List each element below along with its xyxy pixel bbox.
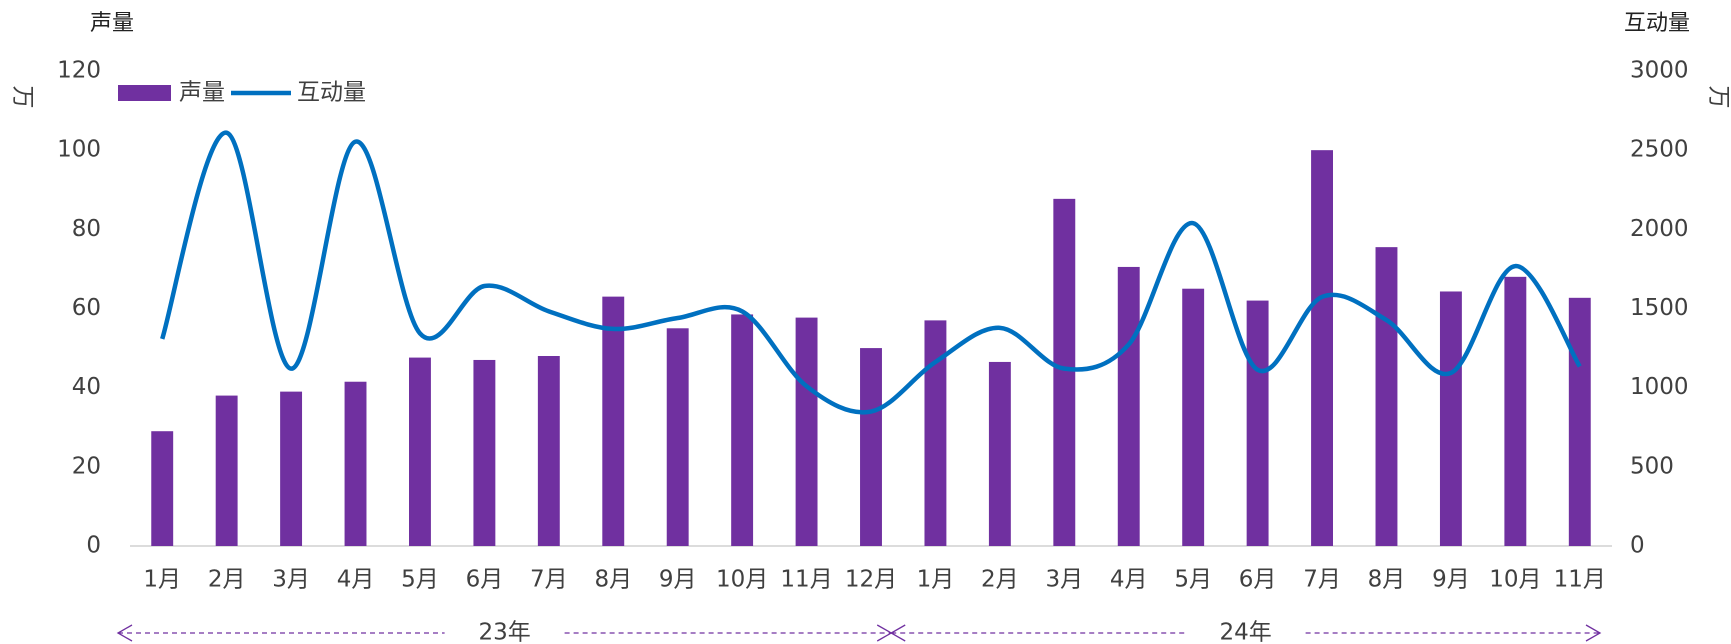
y-unit: 万 bbox=[10, 86, 36, 109]
y2-tick-label: 0 bbox=[1630, 533, 1645, 559]
bar bbox=[1117, 266, 1140, 546]
line bbox=[160, 130, 1582, 415]
x-tick-label: 11月 bbox=[1554, 567, 1606, 593]
arrow-head bbox=[116, 624, 133, 642]
x-tick-label: 1月 bbox=[917, 567, 955, 593]
bar bbox=[344, 381, 367, 546]
x-tick-label: 5月 bbox=[1174, 567, 1212, 593]
x-tick-label: 7月 bbox=[530, 567, 568, 593]
arrow-head bbox=[1585, 624, 1602, 642]
bar bbox=[1375, 247, 1398, 547]
x-tick-label: 10月 bbox=[1489, 567, 1541, 593]
x-tick-label: 3月 bbox=[272, 567, 310, 593]
y-tick-label: 20 bbox=[72, 453, 101, 479]
x-tick-label: 10月 bbox=[716, 567, 768, 593]
legend-label: 声量 bbox=[179, 80, 225, 106]
bar bbox=[860, 348, 882, 546]
bar bbox=[731, 314, 754, 546]
group-label: 24年 bbox=[1219, 620, 1271, 644]
x-tick-label: 5月 bbox=[401, 567, 439, 593]
y2-tick-label: 2000 bbox=[1630, 216, 1689, 242]
x-tick-label: 11月 bbox=[780, 567, 832, 593]
bar bbox=[1053, 198, 1076, 546]
bar bbox=[1311, 150, 1333, 546]
bar bbox=[215, 395, 238, 546]
bar bbox=[409, 357, 431, 546]
bar bbox=[795, 317, 818, 546]
bar bbox=[988, 361, 1011, 546]
bar bbox=[924, 320, 947, 546]
arrow-head bbox=[889, 624, 906, 642]
y2-tick-label: 2500 bbox=[1630, 137, 1689, 163]
bar bbox=[1568, 297, 1591, 546]
y2-tick-label: 500 bbox=[1630, 453, 1674, 479]
x-tick-label: 8月 bbox=[594, 567, 632, 593]
y2-unit: 万 bbox=[1706, 86, 1731, 109]
x-tick-label: 4月 bbox=[337, 567, 375, 593]
y2-tick-label: 3000 bbox=[1630, 58, 1689, 84]
y2-tick-label: 1500 bbox=[1630, 295, 1689, 321]
x-tick-label: 3月 bbox=[1045, 567, 1083, 593]
y-tick-label: 80 bbox=[72, 216, 101, 242]
x-tick-label: 2月 bbox=[981, 567, 1019, 593]
group-label: 23年 bbox=[478, 620, 530, 644]
y-tick-label: 100 bbox=[57, 137, 101, 163]
bar bbox=[280, 391, 303, 546]
bar bbox=[666, 328, 689, 546]
x-tick-label: 2月 bbox=[208, 567, 246, 593]
y-axis-title: 声量 bbox=[90, 11, 134, 36]
x-tick-label: 9月 bbox=[1432, 567, 1470, 593]
x-tick-label: 6月 bbox=[466, 567, 504, 593]
legend-swatch bbox=[118, 85, 171, 101]
bar bbox=[1504, 276, 1527, 546]
y-tick-label: 120 bbox=[57, 58, 101, 84]
legend-label: 互动量 bbox=[297, 80, 366, 106]
bar bbox=[1439, 291, 1462, 546]
bar bbox=[602, 296, 625, 546]
x-tick-label: 12月 bbox=[845, 567, 897, 593]
x-tick-label: 1月 bbox=[143, 567, 181, 593]
x-tick-label: 9月 bbox=[659, 567, 697, 593]
bar bbox=[1182, 288, 1205, 546]
y-tick-label: 40 bbox=[72, 374, 101, 400]
bar bbox=[151, 431, 174, 546]
y2-axis-title: 互动量 bbox=[1624, 11, 1690, 36]
bar bbox=[537, 356, 560, 546]
bar bbox=[473, 359, 496, 546]
x-tick-label: 4月 bbox=[1110, 567, 1148, 593]
y2-tick-label: 1000 bbox=[1630, 374, 1689, 400]
x-tick-label: 6月 bbox=[1239, 567, 1277, 593]
y-tick-label: 60 bbox=[72, 295, 101, 321]
x-tick-label: 8月 bbox=[1368, 567, 1406, 593]
bar bbox=[1246, 300, 1269, 546]
x-tick-label: 7月 bbox=[1303, 567, 1341, 593]
y-tick-label: 0 bbox=[86, 533, 101, 559]
